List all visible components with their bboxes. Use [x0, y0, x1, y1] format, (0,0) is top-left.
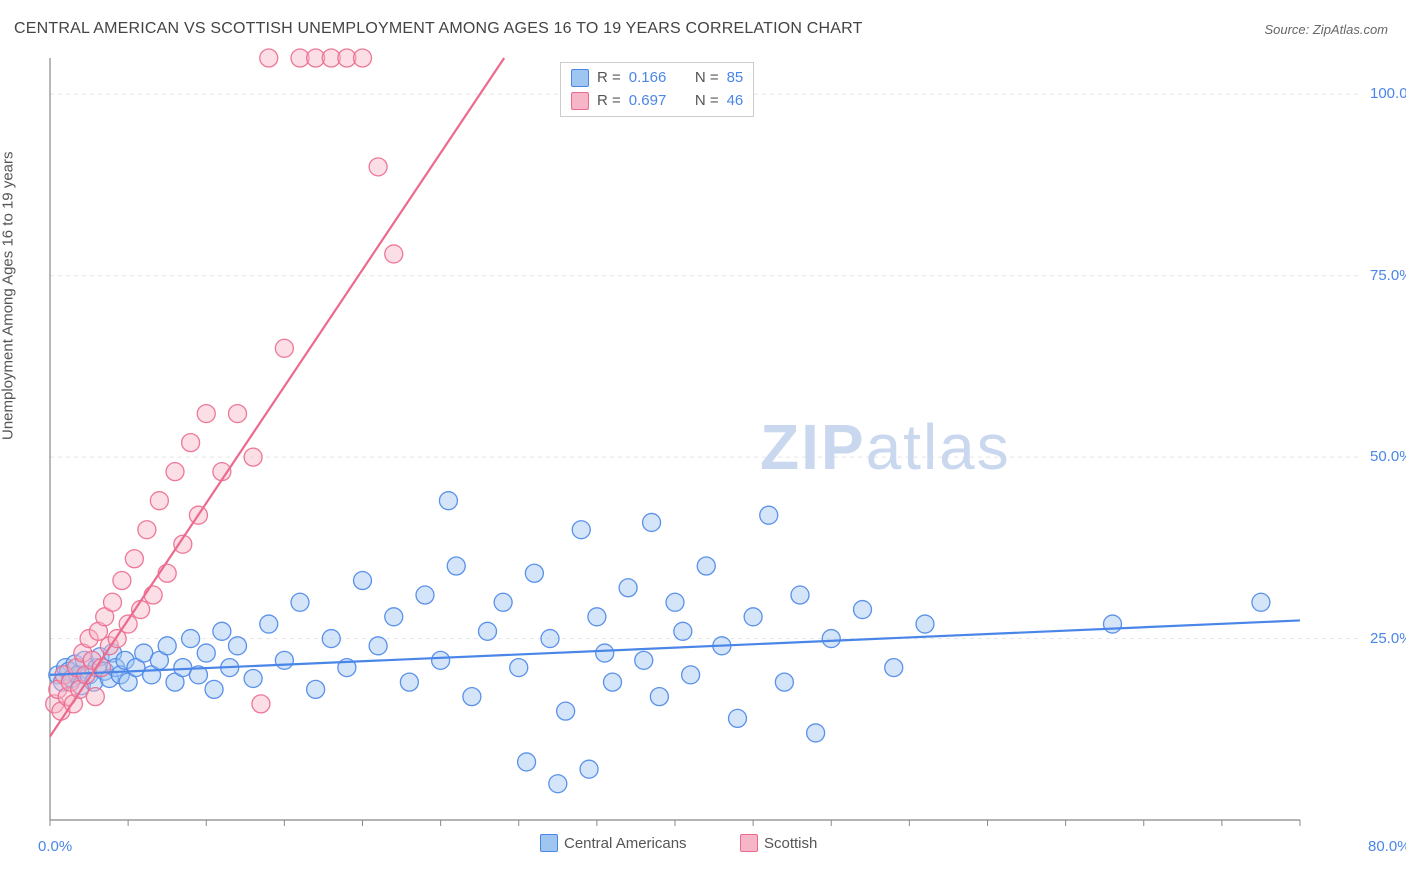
legend-swatch [540, 834, 558, 852]
correlation-legend: R = 0.166 N = 85R = 0.697 N = 46 [560, 62, 754, 117]
legend-item: Scottish [740, 834, 817, 852]
correlation-row: R = 0.166 N = 85 [571, 67, 743, 90]
legend-label: Central Americans [564, 835, 687, 852]
x-axis-min-label: 0.0% [38, 838, 72, 855]
n-value: 46 [727, 90, 744, 113]
y-tick-label: 100.0% [1370, 85, 1406, 102]
watermark: ZIPatlas [760, 410, 1011, 484]
legend-swatch [571, 92, 589, 110]
y-axis-label: Unemployment Among Ages 16 to 19 years [0, 151, 17, 440]
n-value: 85 [727, 67, 744, 90]
watermark-bold: ZIP [760, 411, 866, 483]
legend-item: Central Americans [540, 834, 687, 852]
r-value: 0.697 [629, 90, 667, 113]
r-value: 0.166 [629, 67, 667, 90]
y-tick-label: 25.0% [1370, 630, 1406, 647]
legend-label: Scottish [764, 835, 817, 852]
correlation-row: R = 0.697 N = 46 [571, 90, 743, 113]
x-axis-max-label: 80.0% [1368, 838, 1406, 855]
watermark-rest: atlas [866, 411, 1011, 483]
legend-swatch [740, 834, 758, 852]
legend-swatch [571, 69, 589, 87]
y-tick-label: 50.0% [1370, 448, 1406, 465]
y-tick-label: 75.0% [1370, 267, 1406, 284]
correlation-scatter-chart [0, 0, 1406, 892]
